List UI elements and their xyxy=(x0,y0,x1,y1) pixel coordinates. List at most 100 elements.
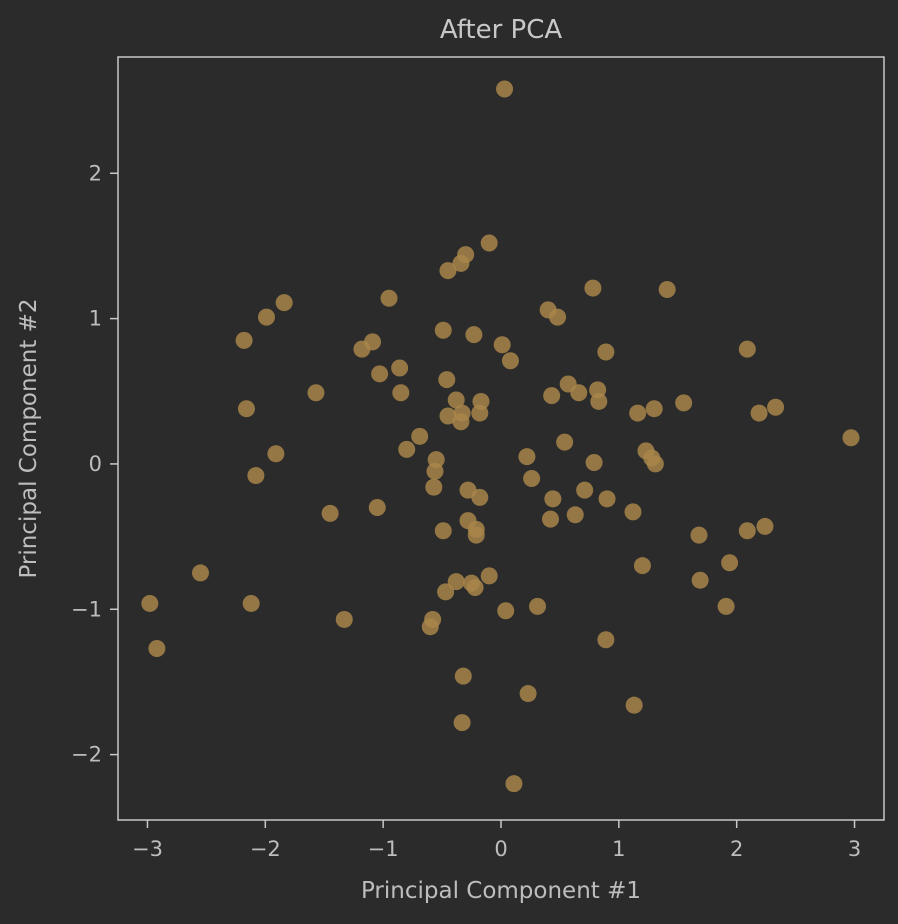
data-point xyxy=(518,448,536,466)
x-tick-label: 0 xyxy=(494,837,507,861)
data-point xyxy=(353,340,371,358)
data-point xyxy=(235,331,253,349)
data-point xyxy=(501,352,519,370)
data-point xyxy=(452,413,470,431)
data-point xyxy=(471,488,489,506)
data-point xyxy=(597,343,615,361)
data-point xyxy=(141,594,159,612)
data-point xyxy=(597,631,615,649)
data-point xyxy=(675,394,693,412)
data-point xyxy=(471,404,489,422)
data-point xyxy=(646,455,664,473)
data-point xyxy=(321,504,339,522)
data-point xyxy=(750,404,768,422)
data-point xyxy=(584,279,602,297)
y-tick-label: 2 xyxy=(89,161,102,185)
data-point xyxy=(576,481,594,499)
y-tick-label: −1 xyxy=(71,597,102,621)
data-point xyxy=(598,490,616,508)
data-point xyxy=(738,522,756,540)
data-point xyxy=(267,445,285,463)
data-point xyxy=(629,404,647,422)
y-tick-label: 0 xyxy=(89,452,102,476)
data-point xyxy=(454,667,472,685)
data-point xyxy=(371,365,389,383)
data-point xyxy=(633,557,651,575)
data-point xyxy=(434,321,452,339)
data-point xyxy=(380,289,398,307)
data-point xyxy=(437,583,455,601)
data-point xyxy=(566,506,584,524)
data-point xyxy=(505,775,523,793)
data-point xyxy=(585,453,603,471)
x-tick-label: 2 xyxy=(730,837,743,861)
x-tick-label: −3 xyxy=(132,837,163,861)
data-point xyxy=(738,340,756,358)
data-point xyxy=(721,554,739,572)
data-point xyxy=(438,371,456,389)
data-point xyxy=(411,427,429,445)
data-point xyxy=(541,510,559,528)
data-point xyxy=(519,685,537,703)
plot-area xyxy=(117,56,885,821)
data-point xyxy=(497,602,515,620)
data-point xyxy=(307,384,325,402)
chart-title: After PCA xyxy=(440,15,563,45)
y-axis: −2 −1 0 1 2 xyxy=(71,161,118,767)
data-point xyxy=(242,594,260,612)
data-point xyxy=(624,503,642,521)
data-point xyxy=(452,254,470,272)
x-tick-label: −1 xyxy=(368,837,399,861)
data-point xyxy=(570,384,588,402)
data-point xyxy=(556,433,574,451)
data-point xyxy=(756,517,774,535)
data-point xyxy=(335,610,353,628)
data-point xyxy=(717,597,735,615)
data-point xyxy=(453,714,471,732)
data-point xyxy=(392,384,410,402)
data-point xyxy=(529,597,547,615)
y-tick-label: −2 xyxy=(71,743,102,767)
data-point xyxy=(463,574,481,592)
data-point xyxy=(544,490,562,508)
data-point xyxy=(275,294,293,312)
data-point xyxy=(480,234,498,252)
data-point xyxy=(368,499,386,517)
data-point xyxy=(496,80,514,98)
data-point xyxy=(523,469,541,487)
x-tick-label: 3 xyxy=(848,837,861,861)
data-point xyxy=(549,308,567,326)
data-points xyxy=(141,80,860,793)
data-point xyxy=(767,398,785,416)
data-point xyxy=(148,640,166,658)
data-point xyxy=(625,696,643,714)
data-point xyxy=(391,359,409,377)
x-tick-label: −2 xyxy=(250,837,281,861)
data-point xyxy=(691,571,709,589)
data-point xyxy=(447,573,465,591)
data-point xyxy=(257,308,275,326)
x-axis: −3 −2 −1 0 1 2 3 xyxy=(132,820,861,861)
data-point xyxy=(434,522,452,540)
data-point xyxy=(543,387,561,405)
data-point xyxy=(658,281,676,299)
data-point xyxy=(426,462,444,480)
data-point xyxy=(439,407,457,425)
data-point xyxy=(439,262,457,280)
data-point xyxy=(842,429,860,447)
y-axis-label: Principal Component #2 xyxy=(16,298,42,578)
data-point xyxy=(480,567,498,585)
data-point xyxy=(465,326,483,344)
data-point xyxy=(398,440,416,458)
data-point xyxy=(424,610,442,628)
data-point xyxy=(447,391,465,409)
x-axis-label: Principal Component #1 xyxy=(361,878,641,904)
data-point xyxy=(590,392,608,410)
data-point xyxy=(467,526,485,544)
data-point xyxy=(425,478,443,496)
data-point xyxy=(493,336,511,354)
data-point xyxy=(645,400,663,418)
x-tick-label: 1 xyxy=(612,837,625,861)
data-point xyxy=(237,400,255,418)
